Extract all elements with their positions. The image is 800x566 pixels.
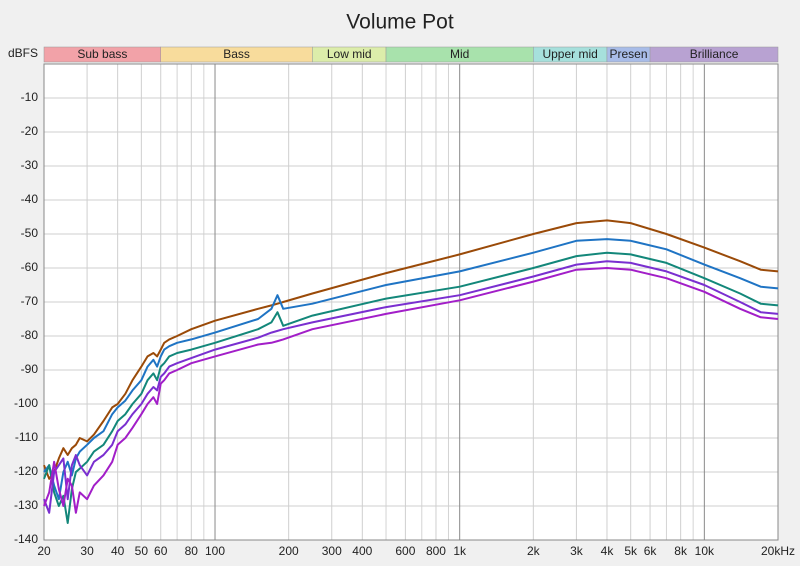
x-tick-label: 200 [279,544,299,558]
y-tick-label: -120 [14,464,38,478]
series-line [43,219,779,480]
y-tick-label: -80 [21,328,39,342]
x-tick-label: 3k [570,544,584,558]
x-tick-label: 100 [205,544,225,558]
x-tick-label: 5k [624,544,638,558]
chart-title: Volume Pot [346,11,454,34]
plot-border [43,63,779,541]
band-label: Low mid [327,47,372,61]
y-tick-label: -50 [21,226,39,240]
x-tick-label: 8k [674,544,688,558]
x-tick-label: 6k [644,544,658,558]
y-tick-label: -140 [14,532,38,546]
y-tick-label: -70 [21,294,39,308]
y-tick-label: -110 [15,430,38,444]
x-tick-label: 20kHz [761,544,795,558]
x-tick-label: 40 [111,544,125,558]
y-tick-label: -40 [21,192,39,206]
band-label: Mid [450,47,469,61]
y-tick-label: -20 [21,124,39,138]
y-tick-label: -130 [14,498,38,512]
x-tick-label: 300 [322,544,342,558]
band-label: Presen [610,47,648,61]
x-tick-label: 10k [695,544,715,558]
series-line [43,267,779,514]
series-line [43,238,779,501]
band-label: Upper mid [542,47,597,61]
band-label: Bass [223,47,250,61]
x-tick-label: 400 [352,544,372,558]
y-tick-label: -10 [21,90,39,104]
x-tick-label: 4k [601,544,615,558]
band [649,46,779,63]
y-tick-label: -30 [21,158,39,172]
band-label: Brilliance [690,47,739,61]
x-tick-label: 20 [37,544,51,558]
x-tick-label: 50 [135,544,149,558]
x-tick-label: 2k [527,544,541,558]
y-tick-label: -60 [21,260,39,274]
y-axis-label: dBFS [8,46,38,60]
x-tick-label: 1k [453,544,467,558]
x-tick-label: 60 [154,544,168,558]
band-label: Sub bass [77,47,127,61]
x-tick-label: 80 [185,544,199,558]
y-tick-label: -90 [21,362,39,376]
x-tick-label: 800 [426,544,446,558]
series-line [43,251,779,524]
series-line [43,260,779,514]
x-tick-label: 600 [395,544,415,558]
y-tick-label: -100 [14,396,38,410]
x-tick-label: 30 [80,544,94,558]
